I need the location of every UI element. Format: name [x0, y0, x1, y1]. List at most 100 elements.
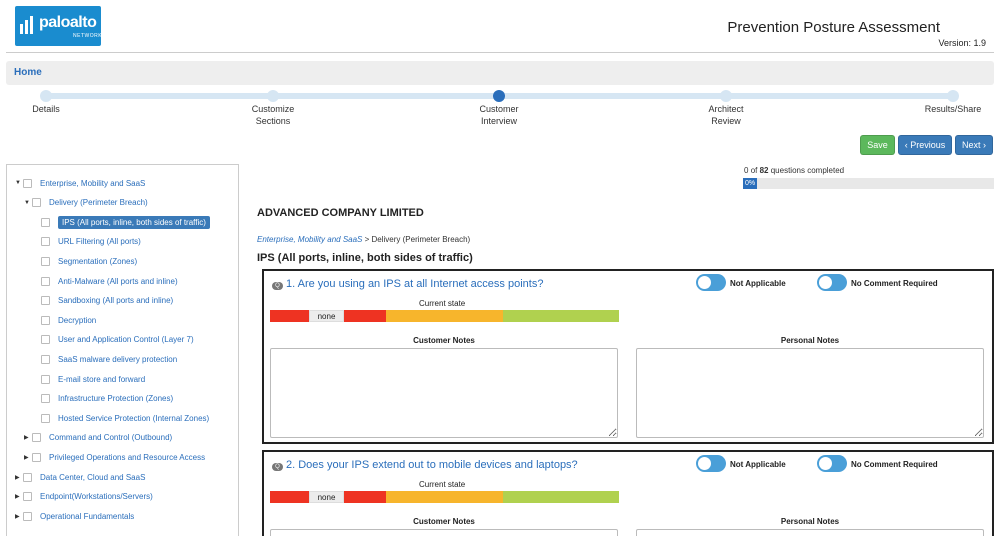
tree-item[interactable]: ▶ Privileged Operations and Resource Acce… [24, 450, 205, 464]
step-dot[interactable] [947, 90, 959, 102]
tree-item[interactable]: ▼ Delivery (Perimeter Breach) [24, 196, 148, 210]
state-segment-green[interactable] [502, 491, 619, 503]
tree-checkbox[interactable] [23, 492, 32, 502]
tree-item[interactable]: Segmentation (Zones) [33, 254, 137, 268]
tree-item-label[interactable]: Segmentation (Zones) [58, 256, 138, 266]
question-title: 1. Are you using an IPS at all Internet … [286, 278, 544, 290]
logo-subtext: NETWORKS [73, 33, 106, 39]
caret-right-icon[interactable]: ▶ [15, 474, 20, 481]
tree-item[interactable]: SaaS malware delivery protection [33, 352, 177, 366]
caret-down-icon[interactable]: ▼ [15, 180, 21, 186]
tree-item[interactable]: Hosted Service Protection (Internal Zone… [33, 411, 209, 425]
tree-checkbox[interactable] [32, 433, 41, 443]
tree-item[interactable]: ▶ Command and Control (Outbound) [24, 431, 172, 445]
tree-item-label[interactable]: Enterprise, Mobility and SaaS [40, 178, 146, 188]
tree-item[interactable]: E-mail store and forward [33, 372, 145, 386]
step-dot[interactable] [493, 90, 505, 102]
tree-item[interactable]: User and Application Control (Layer 7) [33, 333, 194, 347]
tree-item-label[interactable]: Privileged Operations and Resource Acces… [49, 452, 206, 462]
logo-mark-icon [20, 16, 33, 34]
tree-item-label[interactable]: SaaS malware delivery protection [58, 354, 178, 364]
question-card: Q 2. Does your IPS extend out to mobile … [262, 450, 994, 536]
not-applicable-toggle[interactable] [696, 274, 726, 291]
caret-right-icon[interactable]: ▶ [24, 435, 29, 442]
current-state-label: Current state [419, 299, 466, 308]
tree-checkbox[interactable] [41, 315, 50, 325]
progress-bar: 0% [743, 178, 994, 189]
step-label[interactable]: Customer Interview [479, 104, 519, 126]
progress-total: 82 [759, 166, 769, 175]
tree-item[interactable]: ▶ Operational Fundamentals [15, 509, 134, 523]
save-button[interactable]: Save [860, 135, 895, 155]
customer-notes-textarea[interactable] [270, 529, 618, 536]
tree-item-label[interactable]: Sandboxing (All ports and inline) [58, 296, 174, 306]
tree-item-label[interactable]: IPS (All ports, inline, both sides of tr… [58, 215, 210, 229]
tree-item[interactable]: URL Filtering (All ports) [33, 235, 141, 249]
current-state-value: none [309, 310, 344, 322]
tree-checkbox[interactable] [41, 413, 50, 423]
section-path-link[interactable]: Enterprise, Mobility and SaaS [257, 235, 363, 244]
tree-checkbox[interactable] [32, 198, 41, 208]
no-comment-label: No Comment Required [851, 460, 938, 469]
tree-item[interactable]: ▶ Endpoint(Workstations/Servers) [15, 490, 153, 504]
tree-item-label[interactable]: Infrastructure Protection (Zones) [58, 394, 174, 404]
customer-notes-textarea[interactable] [270, 348, 618, 438]
tree-checkbox[interactable] [41, 394, 50, 404]
tree-item-label[interactable]: User and Application Control (Layer 7) [58, 335, 194, 345]
tree-item-label[interactable]: Command and Control (Outbound) [49, 433, 173, 443]
breadcrumb-home-link[interactable]: Home [14, 67, 42, 78]
step-label[interactable]: Customize Sections [251, 104, 295, 126]
caret-right-icon[interactable]: ▶ [24, 454, 29, 461]
caret-right-icon[interactable]: ▶ [15, 513, 20, 520]
tree-item-label[interactable]: Hosted Service Protection (Internal Zone… [58, 413, 210, 423]
not-applicable-toggle[interactable] [696, 455, 726, 472]
tree-checkbox[interactable] [41, 335, 50, 345]
tree-item-label[interactable]: URL Filtering (All ports) [58, 237, 141, 247]
caret-down-icon[interactable]: ▼ [24, 199, 30, 206]
tree-checkbox[interactable] [23, 472, 32, 482]
tree-checkbox[interactable] [41, 374, 50, 384]
tree-item[interactable]: Anti-Malware (All ports and inline) [33, 274, 178, 288]
tree-item-label[interactable]: Data Center, Cloud and SaaS [40, 472, 146, 482]
tree-checkbox[interactable] [41, 217, 50, 227]
next-button[interactable]: Next › [955, 135, 993, 155]
caret-right-icon[interactable]: ▶ [15, 494, 20, 501]
tree-item[interactable]: IPS (All ports, inline, both sides of tr… [33, 215, 210, 229]
tree-item-label[interactable]: E-mail store and forward [58, 374, 146, 384]
previous-button[interactable]: ‹ Previous [898, 135, 952, 155]
step-label[interactable]: Details [32, 104, 60, 114]
tree-item-label[interactable]: Delivery (Perimeter Breach) [49, 198, 148, 208]
state-segment-orange[interactable] [386, 310, 503, 322]
step-label[interactable]: Architect Review [708, 104, 744, 126]
customer-notes-label: Customer Notes [413, 517, 475, 526]
personal-notes-textarea[interactable] [636, 529, 984, 536]
tree-item-label[interactable]: Decryption [58, 315, 97, 325]
state-segment-green[interactable] [502, 310, 619, 322]
tree-checkbox[interactable] [41, 256, 50, 266]
app-title: Prevention Posture Assessment [727, 19, 940, 36]
tree-checkbox[interactable] [23, 511, 32, 521]
tree-checkbox[interactable] [41, 296, 50, 306]
step-dot[interactable] [720, 90, 732, 102]
step-label[interactable]: Results/Share [924, 104, 982, 114]
tree-item[interactable]: Sandboxing (All ports and inline) [33, 294, 173, 308]
state-segment-orange[interactable] [386, 491, 503, 503]
tree-item[interactable]: ▼ Enterprise, Mobility and SaaS [15, 176, 145, 190]
tree-checkbox[interactable] [41, 237, 50, 247]
tree-item[interactable]: ▶ Data Center, Cloud and SaaS [15, 470, 145, 484]
step-dot[interactable] [267, 90, 279, 102]
tree-item-label[interactable]: Operational Fundamentals [40, 511, 135, 521]
tree-checkbox[interactable] [32, 452, 41, 462]
tree-checkbox[interactable] [41, 276, 50, 286]
tree-item[interactable]: Decryption [33, 313, 96, 327]
tree-item[interactable]: Infrastructure Protection (Zones) [33, 392, 173, 406]
tree-item-label[interactable]: Anti-Malware (All ports and inline) [58, 276, 178, 286]
tree-checkbox[interactable] [23, 178, 32, 188]
tree-checkbox[interactable] [41, 354, 50, 364]
no-comment-toggle[interactable] [817, 455, 847, 472]
personal-notes-textarea[interactable] [636, 348, 984, 438]
current-state-slider[interactable] [270, 310, 619, 322]
tree-item-label[interactable]: Endpoint(Workstations/Servers) [40, 492, 153, 502]
step-dot[interactable] [40, 90, 52, 102]
no-comment-toggle[interactable] [817, 274, 847, 291]
